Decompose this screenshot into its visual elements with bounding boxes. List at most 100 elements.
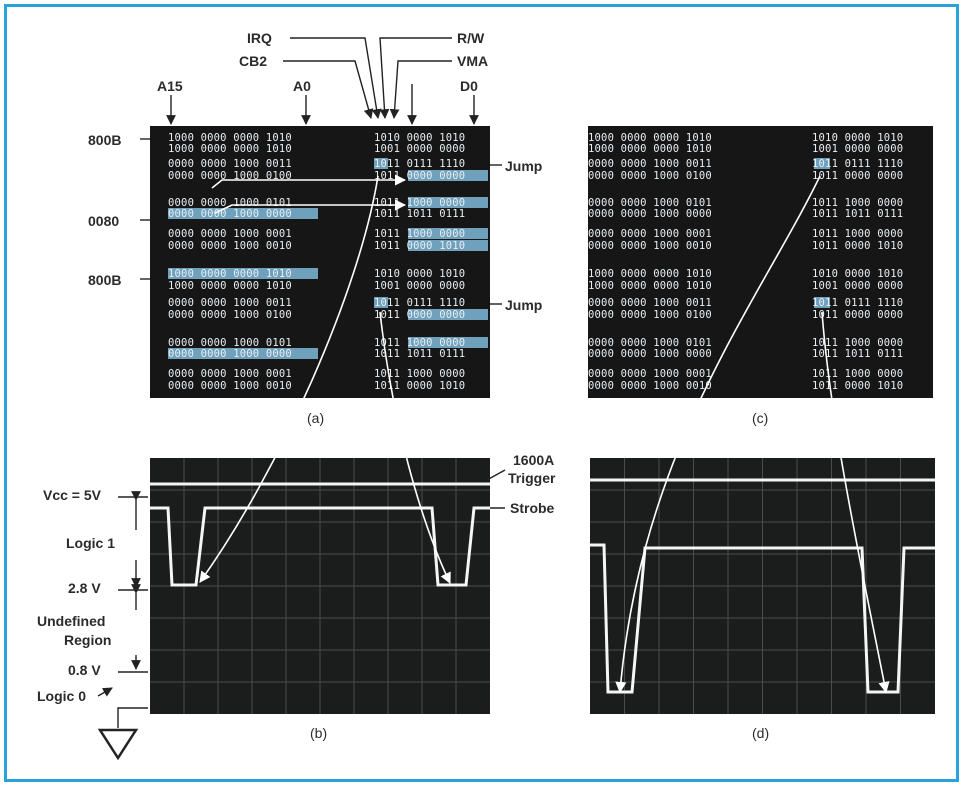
highlight-marker — [168, 348, 318, 359]
data-bits: 1011 0000 1010 — [812, 380, 904, 392]
leader-trigger — [486, 469, 506, 481]
address-bits: 0000 0000 1000 0000 — [168, 348, 292, 360]
address-bits: 1000 0000 0000 1010 — [588, 143, 712, 155]
data-bits: 1011 1011 0111 — [812, 348, 904, 360]
address-bits: 1000 0000 0000 1010 — [168, 268, 292, 280]
address-bits: 1000 0000 0000 1010 — [168, 280, 292, 292]
address-bits: 1000 0000 0000 1010 — [168, 143, 292, 155]
highlight-marker — [408, 337, 488, 348]
word-row: 0000 0000 1000 0000 1011 1011 0111 — [150, 348, 490, 360]
highlight-marker — [408, 309, 488, 320]
connector-jump-1 — [211, 174, 407, 189]
data-bits: 1011 1000 0000 — [812, 337, 904, 349]
data-bits: 1011 1000 0000 — [812, 197, 904, 209]
label-vma: VMA — [457, 53, 489, 69]
data-bits: 1011 1000 0000 — [812, 228, 904, 240]
highlight-marker — [408, 228, 488, 239]
label-addr-0080: 0080 — [88, 213, 120, 229]
address-bits: 0000 0000 1000 0001 — [168, 228, 292, 240]
label-a15: A15 — [157, 78, 183, 94]
strobe-trace — [590, 543, 935, 694]
data-bits: 1011 1000 0000 — [374, 337, 466, 349]
data-bits: 1011 1011 0111 — [812, 208, 904, 220]
highlight-marker — [168, 208, 318, 219]
leader-rw — [379, 37, 452, 119]
data-bits: 1010 0000 1010 — [812, 268, 904, 280]
panel-a-screen: 1000 0000 0000 1010 1010 0000 1010 1000 00… — [150, 126, 490, 398]
data-bits: 1011 0000 1010 — [812, 240, 904, 252]
data-bits: 1011 0000 1010 — [374, 240, 466, 252]
label-jump-1: Jump — [505, 158, 543, 174]
highlight-marker — [814, 158, 830, 169]
address-bits: 0000 0000 1000 0100 — [588, 170, 712, 182]
label-rw: R/W — [457, 30, 485, 46]
data-bits: 1011 1011 0111 — [374, 348, 466, 360]
word-row: 0000 0000 1000 0100 1011 0000 0000 — [588, 170, 933, 182]
label-08v: 0.8 V — [68, 662, 101, 678]
label-logic0: Logic 0 — [37, 688, 87, 704]
address-bits: 0000 0000 1000 0011 — [588, 297, 712, 309]
address-bits: 0000 0000 1000 0100 — [168, 170, 292, 182]
word-row: 1000 0000 0000 1010 1001 0000 0000 — [150, 143, 490, 155]
data-bits: 1010 0000 1010 — [374, 132, 466, 144]
connector-c-d-right — [821, 311, 890, 694]
label-28v: 2.8 V — [68, 580, 101, 596]
label-addr-800b-2: 800B — [88, 272, 122, 288]
caption-d: (d) — [752, 725, 770, 741]
data-bits: 1001 0000 0000 — [812, 143, 904, 155]
data-bits: 1011 0111 1110 — [374, 297, 466, 309]
connector-a-b-right — [379, 311, 451, 585]
data-bits: 1011 1000 0000 — [374, 368, 466, 380]
address-bits: 0000 0000 1000 0001 — [168, 368, 292, 380]
address-bits: 0000 0000 1000 0010 — [168, 240, 292, 252]
word-row: 0000 0000 1000 0000 1011 1011 0111 — [588, 208, 933, 220]
address-bits: 1000 0000 0000 1010 — [588, 268, 712, 280]
data-bits: 1011 0000 1010 — [374, 380, 466, 392]
label-strobe: Strobe — [510, 500, 555, 516]
data-bits: 1011 0000 0000 — [812, 309, 904, 321]
leader-cb2 — [283, 60, 374, 119]
highlight-marker — [408, 170, 488, 181]
data-bits: 1011 0000 0000 — [812, 170, 904, 182]
word-row: 1000 0000 0000 1010 1001 0000 0000 — [588, 143, 933, 155]
address-bits: 0000 0000 1000 0011 — [588, 158, 712, 170]
address-bits: 1000 0000 0000 1010 — [588, 280, 712, 292]
address-bits: 0000 0000 1000 0100 — [588, 309, 712, 321]
word-row: 0000 0000 1000 0001 1011 1000 0000 — [150, 228, 490, 240]
address-bits: 0000 0000 1000 0101 — [588, 337, 712, 349]
word-row: 0000 0000 1000 0011 1011 0111 1110 — [588, 297, 933, 309]
word-row: 0000 0000 1000 0010 1011 0000 1010 — [150, 240, 490, 252]
data-bits: 1011 0111 1110 — [374, 158, 466, 170]
caption-b: (b) — [310, 725, 328, 741]
highlight-marker — [408, 240, 488, 251]
label-cb2: CB2 — [239, 53, 268, 69]
word-row: 0000 0000 1000 0010 1011 0000 1010 — [588, 380, 933, 392]
word-row: 0000 0000 1000 0010 1011 0000 1010 — [150, 380, 490, 392]
word-row: 0000 0000 1000 0011 1011 0111 1110 — [150, 158, 490, 170]
data-bits: 1011 1000 0000 — [812, 368, 904, 380]
strobe-trace — [150, 506, 490, 587]
data-bits: 1001 0000 0000 — [374, 143, 466, 155]
leader-vma — [389, 60, 452, 119]
label-trigger: Trigger — [508, 470, 556, 486]
word-row: 1000 0000 0000 1010 1010 0000 1010 — [150, 268, 490, 280]
data-bits: 1001 0000 0000 — [374, 280, 466, 292]
word-row: 0000 0000 1000 0001 1011 1000 0000 — [588, 368, 933, 380]
word-row: 1000 0000 0000 1010 1010 0000 1010 — [588, 132, 933, 144]
word-row: 1000 0000 0000 1010 1001 0000 0000 — [588, 280, 933, 292]
word-row: 0000 0000 1000 0101 1011 1000 0000 — [150, 337, 490, 349]
address-bits: 0000 0000 1000 0100 — [168, 309, 292, 321]
data-bits: 1011 0111 1110 — [812, 297, 904, 309]
label-logic1: Logic 1 — [66, 535, 116, 551]
label-1600a: 1600A — [513, 452, 555, 468]
word-row: 0000 0000 1000 0000 1011 1011 0111 — [150, 208, 490, 220]
word-row: 0000 0000 1000 0101 1011 1000 0000 — [588, 337, 933, 349]
data-bits: 1011 1011 0111 — [374, 208, 466, 220]
highlight-marker — [814, 297, 830, 308]
address-bits: 0000 0000 1000 0011 — [168, 158, 292, 170]
voltage-scale — [97, 491, 148, 761]
word-row: 0000 0000 1000 0011 1011 0111 1110 — [150, 297, 490, 309]
word-row: 0000 0000 1000 0010 1011 0000 1010 — [588, 240, 933, 252]
word-row: 0000 0000 1000 0001 1011 1000 0000 — [588, 228, 933, 240]
